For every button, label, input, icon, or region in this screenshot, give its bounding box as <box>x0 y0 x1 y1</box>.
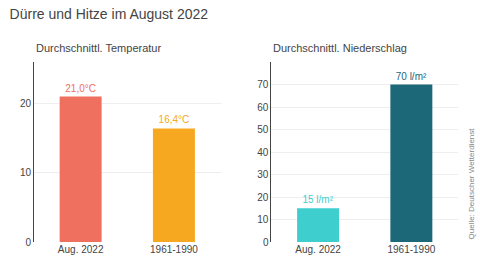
svg-text:16,4°C: 16,4°C <box>159 114 190 125</box>
svg-text:70 l/m²: 70 l/m² <box>396 71 427 82</box>
svg-text:Aug. 2022: Aug. 2022 <box>58 244 104 255</box>
svg-text:20: 20 <box>20 98 32 109</box>
svg-text:10: 10 <box>257 214 269 225</box>
svg-text:21,0°C: 21,0°C <box>65 83 96 94</box>
svg-text:Durchschnittl. Temperatur: Durchschnittl. Temperatur <box>36 42 161 54</box>
svg-text:Quelle: Deutscher Wetterdienst: Quelle: Deutscher Wetterdienst <box>467 128 476 240</box>
svg-text:15 l/m²: 15 l/m² <box>302 194 333 205</box>
svg-text:40: 40 <box>257 147 269 158</box>
svg-text:60: 60 <box>257 102 269 113</box>
svg-text:30: 30 <box>257 169 269 180</box>
svg-text:70: 70 <box>257 79 269 90</box>
svg-text:0: 0 <box>25 237 31 248</box>
svg-text:20: 20 <box>257 192 269 203</box>
svg-text:1961-1990: 1961-1990 <box>150 244 198 255</box>
svg-text:Aug. 2022: Aug. 2022 <box>295 244 341 255</box>
svg-text:0: 0 <box>263 237 269 248</box>
svg-text:10: 10 <box>20 167 32 178</box>
svg-text:Dürre und Hitze im August 2022: Dürre und Hitze im August 2022 <box>10 6 209 22</box>
svg-text:50: 50 <box>257 124 269 135</box>
svg-text:Durchschnittl. Niederschlag: Durchschnittl. Niederschlag <box>273 42 407 54</box>
svg-text:1961-1990: 1961-1990 <box>387 244 435 255</box>
